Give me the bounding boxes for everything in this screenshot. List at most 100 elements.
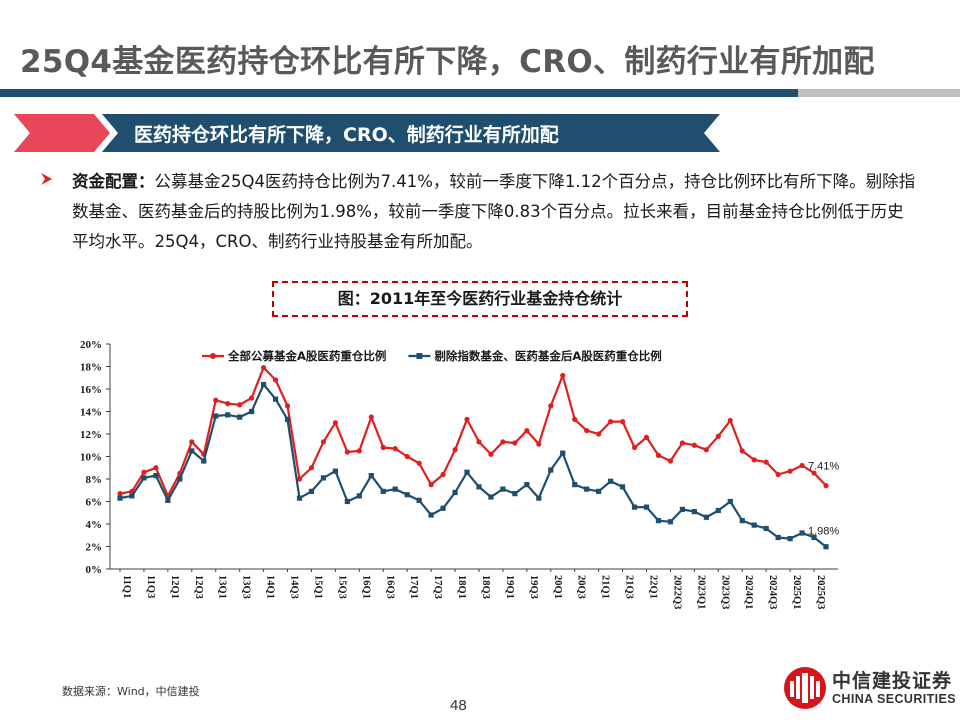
figure-title-box: 图：2011年至今医药行业基金持仓统计 bbox=[272, 281, 688, 317]
legend-marker-1 bbox=[210, 353, 216, 359]
logo-text-en: CHINA SECURITIES bbox=[832, 692, 957, 706]
y-tick-label: 14% bbox=[80, 407, 102, 419]
banner-red-chevron bbox=[14, 114, 110, 152]
series-2-point bbox=[667, 519, 674, 525]
series-2-point bbox=[440, 505, 446, 511]
page-title: 25Q4基金医药持仓环比有所下降，CRO、制药行业有所加配 bbox=[20, 44, 875, 80]
x-tick-label: 13Q3 bbox=[241, 575, 252, 599]
series-1-point bbox=[272, 377, 279, 383]
series-2-point bbox=[249, 408, 255, 415]
series-2-point bbox=[584, 486, 590, 492]
series-1-point bbox=[237, 402, 243, 408]
series-1-point bbox=[416, 460, 422, 466]
series-1-point bbox=[500, 439, 506, 445]
x-tick-label: 14Q3 bbox=[289, 575, 300, 599]
x-tick-label: 21Q3 bbox=[624, 575, 635, 599]
series-1-point bbox=[249, 395, 255, 401]
series-2-point bbox=[488, 494, 494, 500]
y-tick-label: 20% bbox=[80, 339, 102, 351]
x-tick-label: 2022Q3 bbox=[671, 575, 682, 609]
series-1-point bbox=[619, 419, 626, 425]
series-2-point bbox=[572, 482, 578, 488]
x-tick-label: 18Q1 bbox=[456, 575, 467, 599]
series-2-point bbox=[703, 514, 709, 520]
series-1-point bbox=[715, 433, 721, 439]
x-tick-label: 11Q1 bbox=[121, 575, 132, 598]
series-2-point bbox=[608, 478, 614, 484]
series-1-point bbox=[703, 447, 709, 453]
section-banner: 医药持仓环比有所下降，CRO、制药行业有所加配 bbox=[14, 114, 720, 152]
series-1-point bbox=[141, 469, 147, 475]
series-2-point bbox=[284, 416, 291, 422]
y-tick-label: 2% bbox=[86, 542, 103, 554]
series-2-point bbox=[655, 518, 662, 524]
x-tick-label: 21Q1 bbox=[600, 575, 611, 599]
series-2-point bbox=[464, 469, 470, 475]
series-2-point bbox=[536, 495, 542, 501]
x-tick-label: 2024Q1 bbox=[743, 575, 754, 609]
x-tick-label: 20Q3 bbox=[576, 575, 587, 599]
series-1-point bbox=[308, 465, 315, 471]
series-1-point bbox=[548, 403, 554, 409]
bullet-paragraph: 资金配置：公募基金25Q4医药持仓比例为7.41%，较前一季度下降1.12个百分… bbox=[40, 167, 920, 257]
series-1-point bbox=[572, 416, 578, 422]
series-1-point bbox=[727, 417, 733, 424]
series-1-point bbox=[260, 365, 267, 371]
x-tick-label: 14Q1 bbox=[265, 575, 276, 599]
series-2-end-label: 1.98% bbox=[808, 526, 839, 538]
series-1-point bbox=[440, 471, 446, 478]
series-1-point bbox=[584, 428, 590, 434]
series-2-point bbox=[308, 488, 315, 494]
series-2-point bbox=[739, 518, 745, 524]
x-tick-label: 2024Q3 bbox=[767, 575, 778, 609]
series-1-point bbox=[691, 442, 697, 448]
series-1-point bbox=[344, 449, 350, 455]
series-2-point bbox=[679, 506, 686, 512]
y-tick-label: 0% bbox=[86, 564, 103, 576]
y-tick-label: 18% bbox=[80, 362, 102, 374]
series-1-point bbox=[667, 458, 674, 464]
x-tick-label: 17Q3 bbox=[432, 575, 443, 599]
series-2-point bbox=[476, 484, 482, 490]
series-2-point bbox=[165, 497, 171, 503]
title-underline-bar bbox=[0, 89, 798, 97]
series-2-point bbox=[715, 507, 721, 514]
series-1-point bbox=[452, 447, 458, 453]
series-1-point bbox=[464, 416, 470, 422]
series-1-point bbox=[332, 420, 338, 426]
data-source: 数据来源：Wind，中信建投 bbox=[62, 685, 200, 698]
series-2-point bbox=[153, 473, 159, 479]
x-tick-label: 18Q3 bbox=[480, 575, 491, 599]
series-1-point bbox=[763, 459, 769, 465]
x-tick-label: 16Q1 bbox=[360, 575, 371, 599]
series-1-point bbox=[560, 372, 566, 379]
series-2-point bbox=[117, 495, 123, 501]
series-1-point bbox=[739, 448, 745, 454]
series-2-point bbox=[272, 396, 279, 402]
series-2-point bbox=[548, 467, 554, 473]
series-2-point bbox=[512, 491, 518, 497]
series-1-point bbox=[213, 397, 219, 403]
series-2-point bbox=[596, 488, 602, 494]
x-tick-label: 13Q1 bbox=[217, 575, 228, 599]
series-2-point bbox=[177, 476, 183, 482]
banner-shape bbox=[14, 114, 720, 152]
series-1-point bbox=[524, 428, 530, 434]
series-1-point bbox=[225, 401, 231, 407]
series-1-point bbox=[428, 482, 434, 488]
y-tick-label: 4% bbox=[86, 519, 103, 531]
series-2-point bbox=[296, 495, 303, 501]
bullet-body: 公募基金25Q4医药持仓比例为7.41%，较前一季度下降1.12个百分点，持仓比… bbox=[72, 172, 916, 251]
series-1-point bbox=[775, 471, 781, 478]
x-tick-label: 2023Q3 bbox=[719, 575, 730, 609]
series-2-point bbox=[763, 525, 769, 532]
series-2-point bbox=[201, 458, 207, 464]
y-tick-label: 10% bbox=[80, 452, 102, 464]
series-2-point bbox=[392, 486, 398, 492]
series-1-point bbox=[153, 465, 159, 471]
series-2-point bbox=[356, 493, 362, 499]
holding-ratio-chart: 0% 2% 4% 6% 8% 10% 12% 14% 16% 18% 20% 11Q1 11Q3 12Q1… bbox=[80, 339, 839, 609]
series-2-point bbox=[823, 544, 829, 550]
series-1-point bbox=[488, 451, 494, 457]
series-2-point bbox=[787, 536, 793, 542]
